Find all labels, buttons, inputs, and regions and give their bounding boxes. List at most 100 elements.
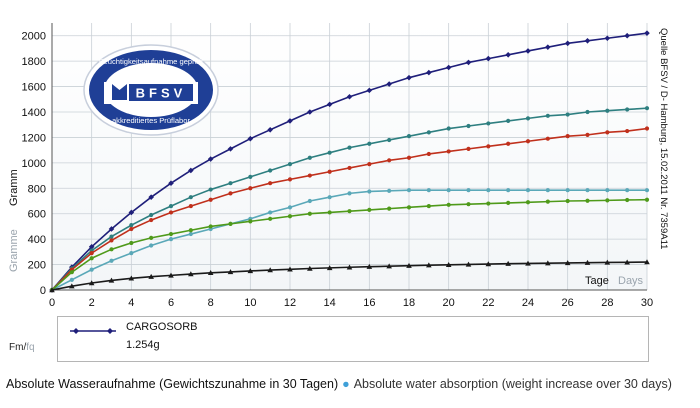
x-tick-label: 2 <box>89 297 95 309</box>
data-point <box>466 123 471 129</box>
data-point <box>326 101 333 108</box>
data-point <box>149 243 154 248</box>
data-point <box>149 235 154 240</box>
data-point <box>208 224 213 229</box>
data-point <box>644 188 650 193</box>
data-point <box>168 180 174 186</box>
data-point <box>466 188 471 193</box>
data-point <box>505 260 511 266</box>
data-point <box>485 261 492 267</box>
data-point <box>585 188 590 193</box>
data-point <box>506 188 511 193</box>
y-tick-label: 600 <box>28 209 46 221</box>
data-point <box>525 48 531 54</box>
data-point <box>267 267 273 273</box>
data-point <box>307 109 313 115</box>
data-point <box>505 51 511 58</box>
bfsv-logo: BFSV <box>112 84 193 101</box>
data-point <box>406 155 412 160</box>
data-point <box>149 217 154 223</box>
data-point <box>545 260 551 266</box>
x-tick-label: 12 <box>284 297 296 309</box>
y-tick-label: 400 <box>28 234 46 246</box>
data-point <box>326 265 333 271</box>
data-point <box>465 59 472 66</box>
data-point <box>247 268 254 274</box>
data-point <box>268 216 273 221</box>
data-point <box>307 265 313 271</box>
x-tick-label: 8 <box>208 297 214 309</box>
data-point <box>565 188 570 193</box>
data-point <box>426 203 431 209</box>
data-point <box>228 191 233 196</box>
data-point <box>347 191 352 196</box>
data-point <box>188 203 193 209</box>
data-point <box>406 134 412 139</box>
data-point <box>148 273 154 279</box>
data-point <box>346 93 353 100</box>
seal-bottom-text: akkreditiertes Prüflabor <box>112 116 191 125</box>
data-point <box>109 238 114 243</box>
data-point <box>605 188 610 193</box>
data-point <box>129 223 134 228</box>
data-point <box>446 149 451 154</box>
data-point <box>565 198 570 204</box>
data-point <box>426 262 432 268</box>
x-tick-label: 6 <box>168 297 174 309</box>
data-point <box>367 162 372 167</box>
data-point <box>327 169 332 174</box>
data-point <box>168 210 174 215</box>
data-point <box>406 188 412 193</box>
data-point <box>168 203 174 209</box>
data-point <box>446 188 451 193</box>
data-point <box>624 259 630 265</box>
legend: CARGOSORB 1.254g <box>57 316 649 362</box>
data-point <box>248 186 253 191</box>
data-point <box>565 112 570 117</box>
data-point <box>287 118 293 124</box>
data-point <box>426 151 431 157</box>
x-tick-label: 20 <box>443 297 455 309</box>
data-point <box>387 137 392 143</box>
x-tick-label: 22 <box>482 297 494 309</box>
data-point <box>426 69 432 76</box>
data-point <box>228 221 233 226</box>
data-point <box>605 198 610 203</box>
data-point <box>128 209 135 216</box>
data-point <box>485 55 492 62</box>
bfsv-seal: Feuchtigkeitsaufnahme geprüft akkreditie… <box>83 44 219 136</box>
data-point <box>545 188 550 193</box>
data-point <box>644 126 650 131</box>
data-point <box>585 198 590 203</box>
data-point <box>625 128 630 134</box>
data-point <box>367 141 372 146</box>
data-point <box>88 280 95 286</box>
data-point <box>69 283 75 289</box>
data-point <box>168 231 174 237</box>
caption: Absolute Wasseraufnahme (Gewichtszunahme… <box>6 377 672 391</box>
data-point <box>128 275 135 281</box>
x-tick-label: 30 <box>641 297 653 309</box>
source-note: Quelle BFSV / D- Hamburg, 15.02.2011 Nr.… <box>658 28 669 249</box>
data-point <box>129 226 134 232</box>
data-point <box>227 146 234 152</box>
data-point <box>525 200 531 205</box>
x-tick-label: 4 <box>128 297 134 309</box>
data-point <box>247 135 254 142</box>
data-point <box>644 106 650 111</box>
data-point <box>109 247 114 252</box>
data-point <box>564 260 571 266</box>
data-point <box>248 174 253 179</box>
data-point <box>406 74 412 81</box>
y-tick-label: 1800 <box>22 56 46 68</box>
seal-top-text: Feuchtigkeitsaufnahme geprüft <box>99 57 204 66</box>
data-point <box>486 144 491 149</box>
data-point <box>347 209 352 214</box>
data-point <box>287 214 293 219</box>
data-point <box>88 243 95 250</box>
caption-en: Absolute water absorption (weight increa… <box>353 377 672 391</box>
y-tick-label: 200 <box>28 260 46 272</box>
data-point <box>486 121 491 126</box>
data-point <box>129 240 134 246</box>
data-point <box>89 267 94 272</box>
